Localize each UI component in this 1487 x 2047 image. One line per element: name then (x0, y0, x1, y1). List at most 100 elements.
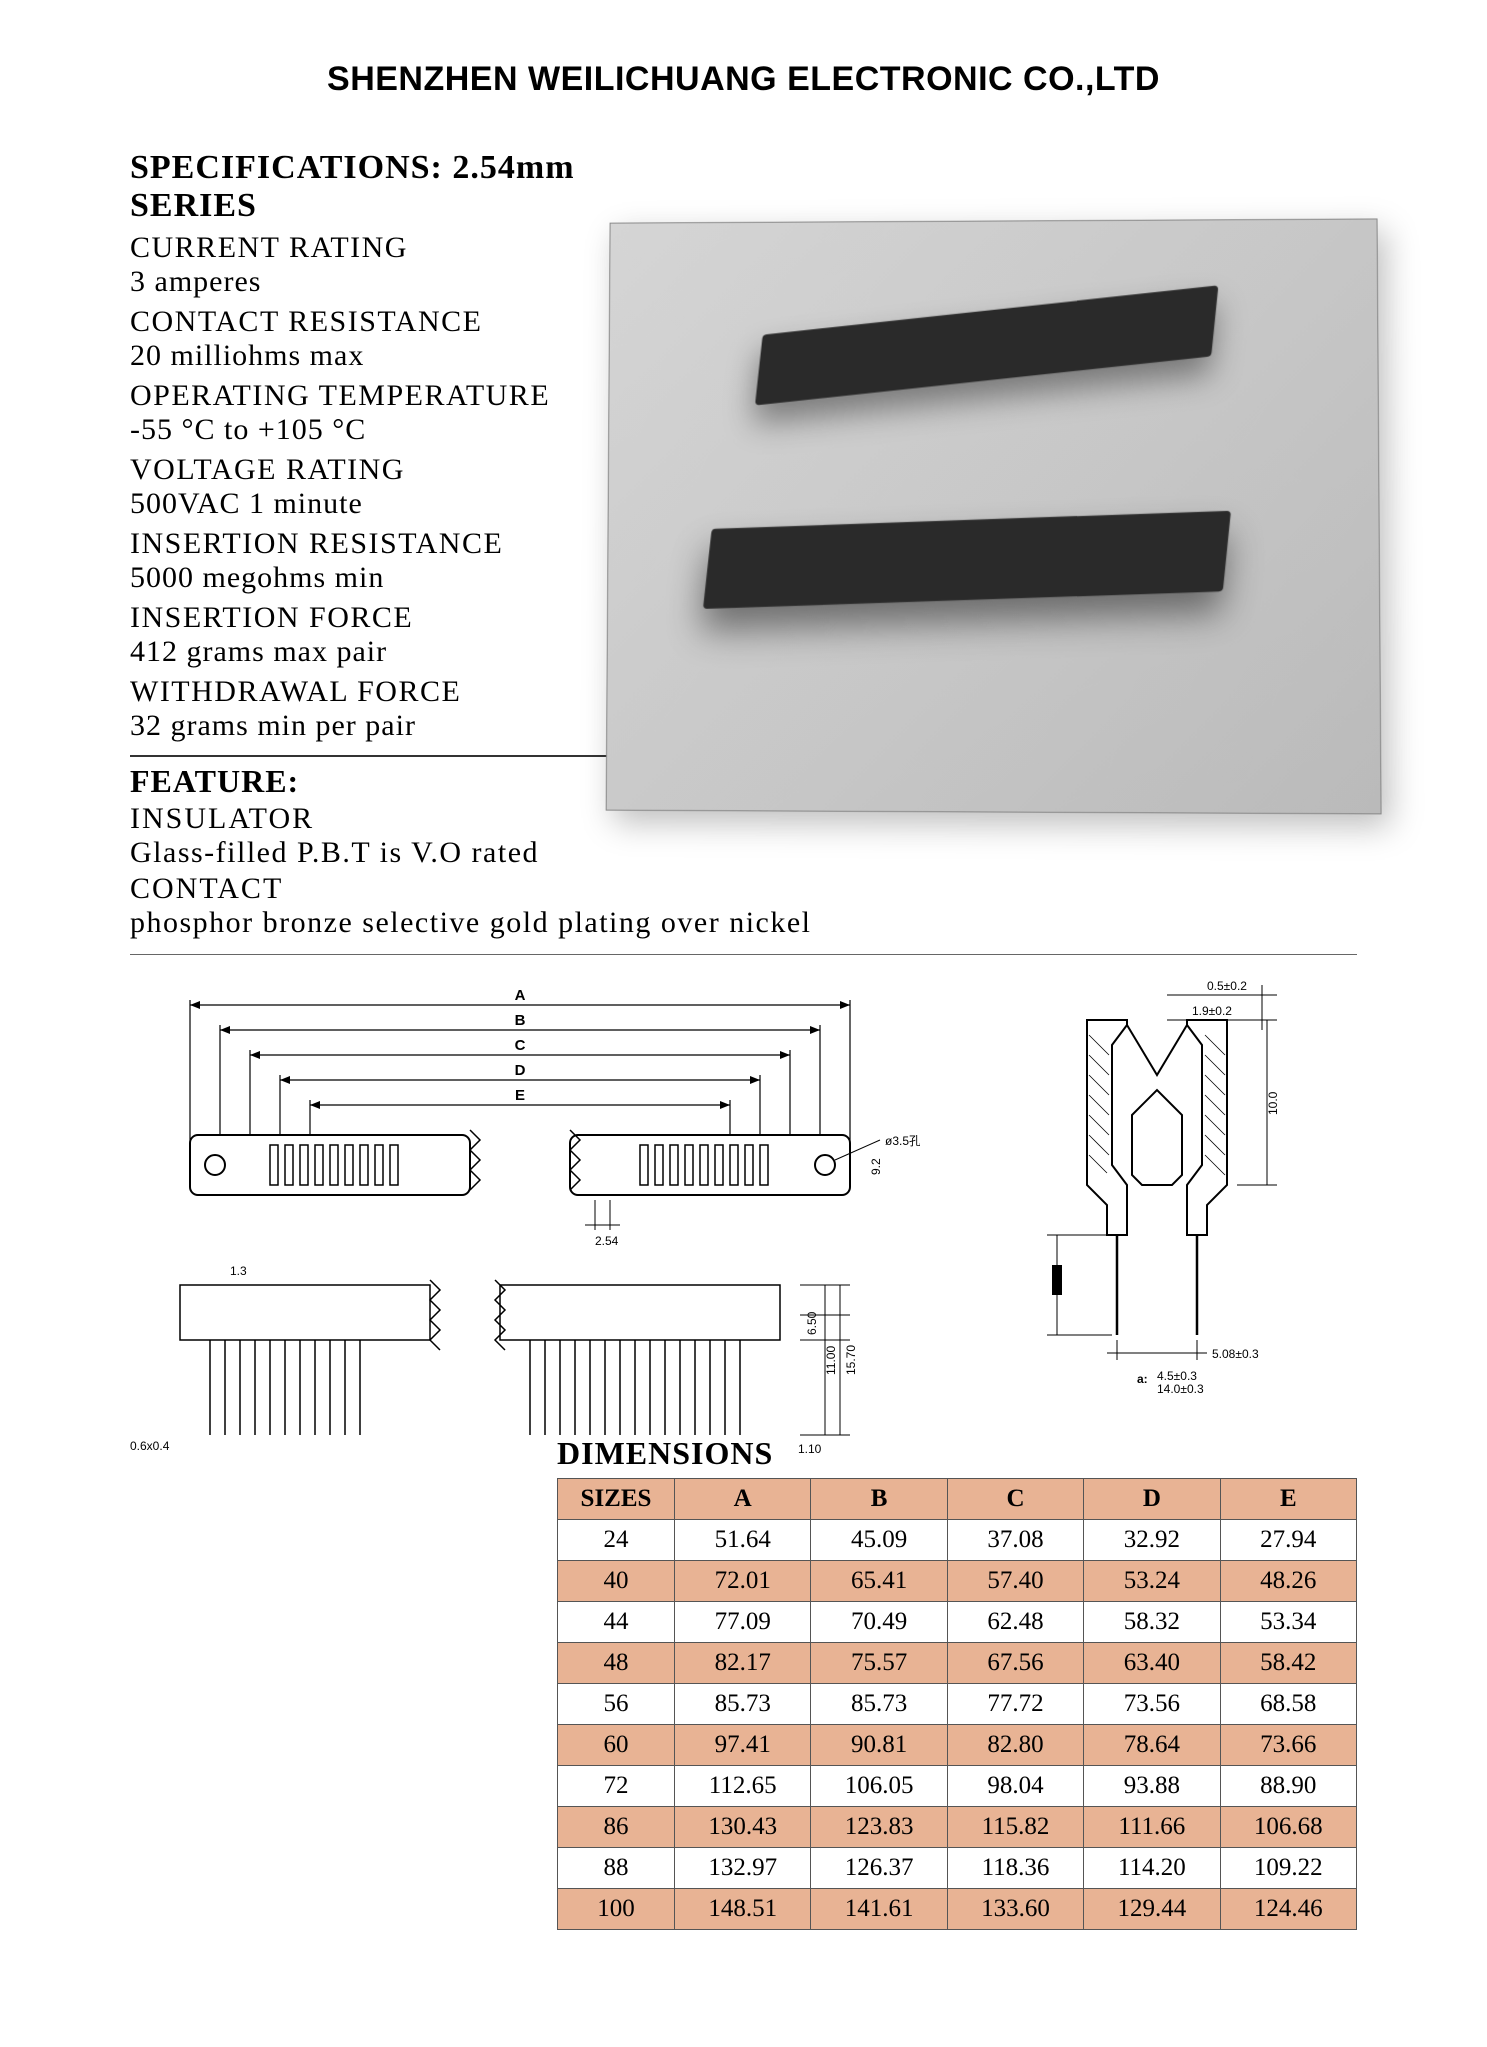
voltage-rating-value: 500VAC 1 minute (130, 487, 650, 521)
annot-1-9: 1.9±0.2 (1192, 1004, 1232, 1018)
table-cell: 68.58 (1220, 1684, 1356, 1725)
table-cell: 53.34 (1220, 1602, 1356, 1643)
table-cell: 112.65 (675, 1766, 811, 1807)
insertion-resistance-label: INSERTION RESISTANCE (130, 527, 650, 561)
table-row: 100148.51141.61133.60129.44124.46 (558, 1889, 1357, 1930)
table-cell: 85.73 (811, 1684, 947, 1725)
table-header-row: SIZESABCDE (558, 1479, 1357, 1520)
table-cell: 63.40 (1084, 1643, 1220, 1684)
current-rating-label: CURRENT RATING (130, 231, 650, 265)
product-photo (606, 218, 1382, 814)
table-row: 4477.0970.4962.4858.3253.34 (558, 1602, 1357, 1643)
table-header-cell: A (675, 1479, 811, 1520)
table-cell: 132.97 (675, 1848, 811, 1889)
table-cell: 24 (558, 1520, 675, 1561)
table-cell: 78.64 (1084, 1725, 1220, 1766)
annot-5-08: 5.08±0.3 (1212, 1347, 1259, 1361)
table-cell: 106.68 (1220, 1807, 1356, 1848)
diagram-section: 0.5±0.2 1.9±0.2 (977, 975, 1337, 1395)
dim-A: A (515, 987, 526, 1004)
table-cell: 73.56 (1084, 1684, 1220, 1725)
dimensions-table: SIZESABCDE 2451.6445.0937.0832.9227.9440… (557, 1478, 1357, 1930)
dimensions-section: DIMENSIONS SIZESABCDE 2451.6445.0937.083… (130, 1435, 1357, 1930)
operating-temp-label: OPERATING TEMPERATURE (130, 379, 650, 413)
table-header-cell: B (811, 1479, 947, 1520)
table-cell: 53.24 (1084, 1561, 1220, 1602)
table-cell: 57.40 (947, 1561, 1083, 1602)
table-cell: 109.22 (1220, 1848, 1356, 1889)
table-cell: 111.66 (1084, 1807, 1220, 1848)
table-header-cell: D (1084, 1479, 1220, 1520)
specifications: SPECIFICATIONS: 2.54mm SERIES CURRENT RA… (130, 149, 650, 743)
thin-divider (130, 954, 1357, 955)
table-cell: 88.90 (1220, 1766, 1356, 1807)
table-cell: 129.44 (1084, 1889, 1220, 1930)
annot-a-line2: 14.0±0.3 (1157, 1382, 1204, 1395)
spec-heading: SPECIFICATIONS: 2.54mm SERIES (130, 149, 650, 225)
table-cell: 133.60 (947, 1889, 1083, 1930)
table-cell: 115.82 (947, 1807, 1083, 1848)
dim-D: D (515, 1062, 526, 1079)
contact-label: CONTACT (130, 872, 1357, 906)
table-row: 72112.65106.0598.0493.8888.90 (558, 1766, 1357, 1807)
table-cell: 85.73 (675, 1684, 811, 1725)
table-cell: 44 (558, 1602, 675, 1643)
table-cell: 60 (558, 1725, 675, 1766)
insertion-force-value: 412 grams max pair (130, 635, 650, 669)
table-cell: 58.42 (1220, 1643, 1356, 1684)
table-cell: 51.64 (675, 1520, 811, 1561)
table-header-cell: E (1220, 1479, 1356, 1520)
annot-a-line1: 4.5±0.3 (1157, 1369, 1197, 1383)
table-cell: 82.17 (675, 1643, 811, 1684)
table-cell: 97.41 (675, 1725, 811, 1766)
table-cell: 32.92 (1084, 1520, 1220, 1561)
contact-resistance-label: CONTACT RESISTANCE (130, 305, 650, 339)
table-cell: 77.09 (675, 1602, 811, 1643)
table-cell: 126.37 (811, 1848, 947, 1889)
table-cell: 100 (558, 1889, 675, 1930)
table-row: 6097.4190.8182.8078.6473.66 (558, 1725, 1357, 1766)
annot-3-5: ø3.5孔 (885, 1134, 920, 1148)
table-cell: 88 (558, 1848, 675, 1889)
dim-E: E (515, 1087, 525, 1104)
table-cell: 65.41 (811, 1561, 947, 1602)
table-cell: 93.88 (1084, 1766, 1220, 1807)
dim-C: C (515, 1037, 526, 1054)
table-cell: 141.61 (811, 1889, 947, 1930)
table-cell: 40 (558, 1561, 675, 1602)
table-cell: 73.66 (1220, 1725, 1356, 1766)
table-cell: 82.80 (947, 1725, 1083, 1766)
annot-0-6x0-4: 0.6x0.4 (130, 1439, 170, 1453)
table-header-cell: C (947, 1479, 1083, 1520)
voltage-rating-label: VOLTAGE RATING (130, 453, 650, 487)
table-cell: 130.43 (675, 1807, 811, 1848)
table-cell: 70.49 (811, 1602, 947, 1643)
table-cell: 90.81 (811, 1725, 947, 1766)
table-cell: 77.72 (947, 1684, 1083, 1725)
annot-6-50: 6.50 (805, 1311, 819, 1335)
annot-0-5: 0.5±0.2 (1207, 979, 1247, 993)
table-cell: 98.04 (947, 1766, 1083, 1807)
annot-1-10: 1.10 (798, 1442, 822, 1456)
contact-resistance-value: 20 milliohms max (130, 339, 650, 373)
annot-a-prefix: a: (1137, 1372, 1148, 1386)
diagrams-row: A B C D E (130, 975, 1357, 1465)
table-cell: 106.05 (811, 1766, 947, 1807)
annot-2-54: 2.54 (595, 1234, 619, 1248)
table-cell: 72.01 (675, 1561, 811, 1602)
table-cell: 72 (558, 1766, 675, 1807)
table-cell: 118.36 (947, 1848, 1083, 1889)
table-cell: 27.94 (1220, 1520, 1356, 1561)
current-rating-value: 3 amperes (130, 265, 650, 299)
annot-10-0: 10.0 (1266, 1091, 1280, 1115)
table-cell: 75.57 (811, 1643, 947, 1684)
table-row: 5685.7385.7377.7273.5668.58 (558, 1684, 1357, 1725)
withdrawal-force-value: 32 grams min per pair (130, 709, 650, 743)
insertion-resistance-value: 5000 megohms min (130, 561, 650, 595)
withdrawal-force-label: WITHDRAWAL FORCE (130, 675, 650, 709)
dim-B: B (515, 1012, 526, 1029)
table-row: 88132.97126.37118.36114.20109.22 (558, 1848, 1357, 1889)
annot-11-00: 11.00 (824, 1346, 838, 1375)
table-row: 4882.1775.5767.5663.4058.42 (558, 1643, 1357, 1684)
company-title: SHENZHEN WEILICHUANG ELECTRONIC CO.,LTD (130, 60, 1357, 99)
